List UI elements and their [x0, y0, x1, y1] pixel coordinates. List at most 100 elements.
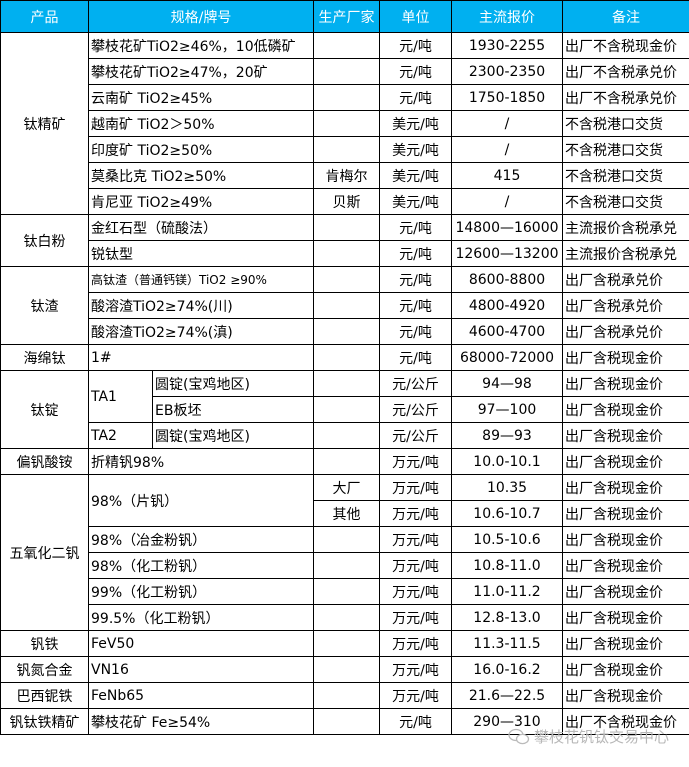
unit-cell: 万元/吨 — [379, 682, 452, 709]
unit-cell: 万元/吨 — [379, 604, 452, 631]
unit-cell: 元/吨 — [379, 344, 452, 371]
wechat-icon — [508, 728, 530, 744]
header-producer: 生产厂家 — [313, 0, 380, 33]
price-cell: 68000-72000 — [451, 344, 563, 371]
note-cell: 不含税港口交货 — [562, 136, 689, 163]
price-cell: 10.35 — [451, 474, 563, 501]
table-row: 酸溶渣TiO2≥74%(滇) 元/吨 4600-4700 出厂含税承兑价 — [1, 318, 689, 345]
product-cell: 五氧化二钒 — [0, 474, 89, 631]
table-row: 酸溶渣TiO2≥74%(川) 元/吨 4800-4920 出厂含税承兑价 — [1, 292, 689, 319]
price-cell: 11.3-11.5 — [451, 630, 563, 657]
product-cell: 钛渣 — [0, 266, 89, 345]
spec-cell: 高钛渣（普通钙镁）TiO2 ≥90% — [88, 266, 314, 293]
price-cell: 290—310 — [451, 708, 563, 735]
product-cell: 钒氮合金 — [0, 656, 89, 683]
price-cell: 1750-1850 — [451, 84, 563, 111]
producer-cell — [313, 344, 380, 371]
table-row: 其他 万元/吨 10.6-10.7 出厂含税现金价 — [1, 500, 689, 527]
price-cell: 10.0-10.1 — [451, 448, 563, 475]
producer-cell: 大厂 — [313, 474, 380, 501]
price-cell: 10.6-10.7 — [451, 500, 563, 527]
header-spec: 规格/牌号 — [88, 0, 314, 33]
spec-cell: 越南矿 TiO2＞50% — [88, 110, 314, 137]
price-cell: 97—100 — [451, 396, 563, 423]
unit-cell: 美元/吨 — [379, 110, 452, 137]
unit-cell: 万元/吨 — [379, 500, 452, 527]
unit-cell: 万元/吨 — [379, 656, 452, 683]
producer-cell — [313, 84, 380, 111]
spec-cell: TA2 — [88, 422, 153, 449]
table-row: 99.5%（化工粉钒） 万元/吨 12.8-13.0 出厂含税现金价 — [1, 604, 689, 631]
header-note: 备注 — [562, 0, 689, 33]
producer-cell — [313, 32, 380, 59]
note-cell: 出厂含税现金价 — [562, 422, 689, 449]
price-cell: 4800-4920 — [451, 292, 563, 319]
unit-cell: 万元/吨 — [379, 578, 452, 605]
table-row: 钛白粉 金红石型（硫酸法） 元/吨 14800—16000 主流报价含税承兑 — [0, 214, 689, 267]
sub-spec-cell: 圆锭(宝鸡地区) — [152, 422, 314, 449]
table-row: 钒氮合金 VN16 万元/吨 16.0-16.2 出厂含税现金价 — [0, 656, 689, 683]
note-cell: 出厂不含税承兑价 — [562, 58, 689, 85]
producer-cell — [313, 630, 380, 657]
unit-cell: 美元/吨 — [379, 188, 452, 215]
note-cell: 出厂含税现金价 — [562, 396, 689, 423]
producer-cell — [313, 526, 380, 553]
spec-cell: 云南矿 TiO2≥45% — [88, 84, 314, 111]
note-cell: 出厂含税现金价 — [562, 578, 689, 605]
note-cell: 出厂含税现金价 — [562, 604, 689, 631]
note-cell: 出厂含税现金价 — [562, 682, 689, 709]
spec-cell: 98%（化工粉钒） — [88, 552, 314, 579]
price-cell: / — [451, 110, 563, 137]
producer-cell — [313, 604, 380, 631]
producer-cell: 肯梅尔 — [313, 162, 380, 189]
watermark-text: 攀枝花钒钛交易中心 — [534, 728, 670, 746]
note-cell: 不含税港口交货 — [562, 110, 689, 137]
note-cell: 出厂含税现金价 — [562, 500, 689, 527]
spec-cell: 攀枝花矿TiO2≥46%，10低磷矿 — [88, 32, 314, 59]
producer-cell — [313, 318, 380, 345]
spec-cell: 锐钛型 — [88, 240, 314, 267]
price-table: 产品 规格/牌号 生产厂家 单位 主流报价 备注 钛精矿 攀枝花矿TiO2≥46%… — [0, 0, 689, 735]
producer-cell — [313, 136, 380, 163]
price-cell: 11.0-11.2 — [451, 578, 563, 605]
unit-cell: 元/公斤 — [379, 370, 452, 397]
unit-cell: 美元/吨 — [379, 162, 452, 189]
spec-cell: 99%（化工粉钒） — [88, 578, 314, 605]
note-cell: 不含税港口交货 — [562, 188, 689, 215]
header-row: 产品 规格/牌号 生产厂家 单位 主流报价 备注 — [0, 0, 689, 33]
price-cell: 16.0-16.2 — [451, 656, 563, 683]
unit-cell: 元/吨 — [379, 58, 452, 85]
price-cell: 12.8-13.0 — [451, 604, 563, 631]
table-row: 钒钛铁精矿 攀枝花矿 Fe≥54% 元/吨 290—310 出厂不含税现金价 — [0, 708, 689, 735]
note-cell: 出厂含税现金价 — [562, 656, 689, 683]
unit-cell: 万元/吨 — [379, 526, 452, 553]
product-cell: 钒铁 — [0, 630, 89, 657]
producer-cell — [313, 708, 380, 735]
price-cell: / — [451, 188, 563, 215]
note-cell: 出厂含税现金价 — [562, 474, 689, 501]
unit-cell: 元/吨 — [379, 318, 452, 345]
header-product: 产品 — [0, 0, 89, 33]
producer-cell — [313, 578, 380, 605]
unit-cell: 元/吨 — [379, 266, 452, 293]
unit-cell: 元/吨 — [379, 708, 452, 735]
header-price: 主流报价 — [451, 0, 563, 33]
unit-cell: 万元/吨 — [379, 448, 452, 475]
table-row: 云南矿 TiO2≥45% 元/吨 1750-1850 出厂不含税承兑价 — [1, 84, 689, 111]
spec-cell: 酸溶渣TiO2≥74%(滇) — [88, 318, 314, 345]
product-cell: 偏钒酸铵 — [0, 448, 89, 475]
spec-cell: 攀枝花矿TiO2≥47%，20矿 — [88, 58, 314, 85]
spec-cell: VN16 — [88, 656, 314, 683]
producer-cell — [313, 448, 380, 475]
spec-cell: 攀枝花矿 Fe≥54% — [88, 708, 314, 735]
producer-cell — [313, 552, 380, 579]
spec-cell: 98%（片钒） — [88, 474, 314, 527]
producer-cell — [313, 266, 380, 293]
product-cell: 钛锭 — [0, 370, 89, 449]
unit-cell: 万元/吨 — [379, 552, 452, 579]
producer-cell — [313, 396, 380, 423]
spec-cell: 莫桑比克 TiO2≥50% — [88, 162, 314, 189]
spec-cell: 折精钒98% — [88, 448, 314, 475]
price-cell: 415 — [451, 162, 563, 189]
table-row: 98%（冶金粉钒） 万元/吨 10.5-10.6 出厂含税现金价 — [1, 526, 689, 553]
